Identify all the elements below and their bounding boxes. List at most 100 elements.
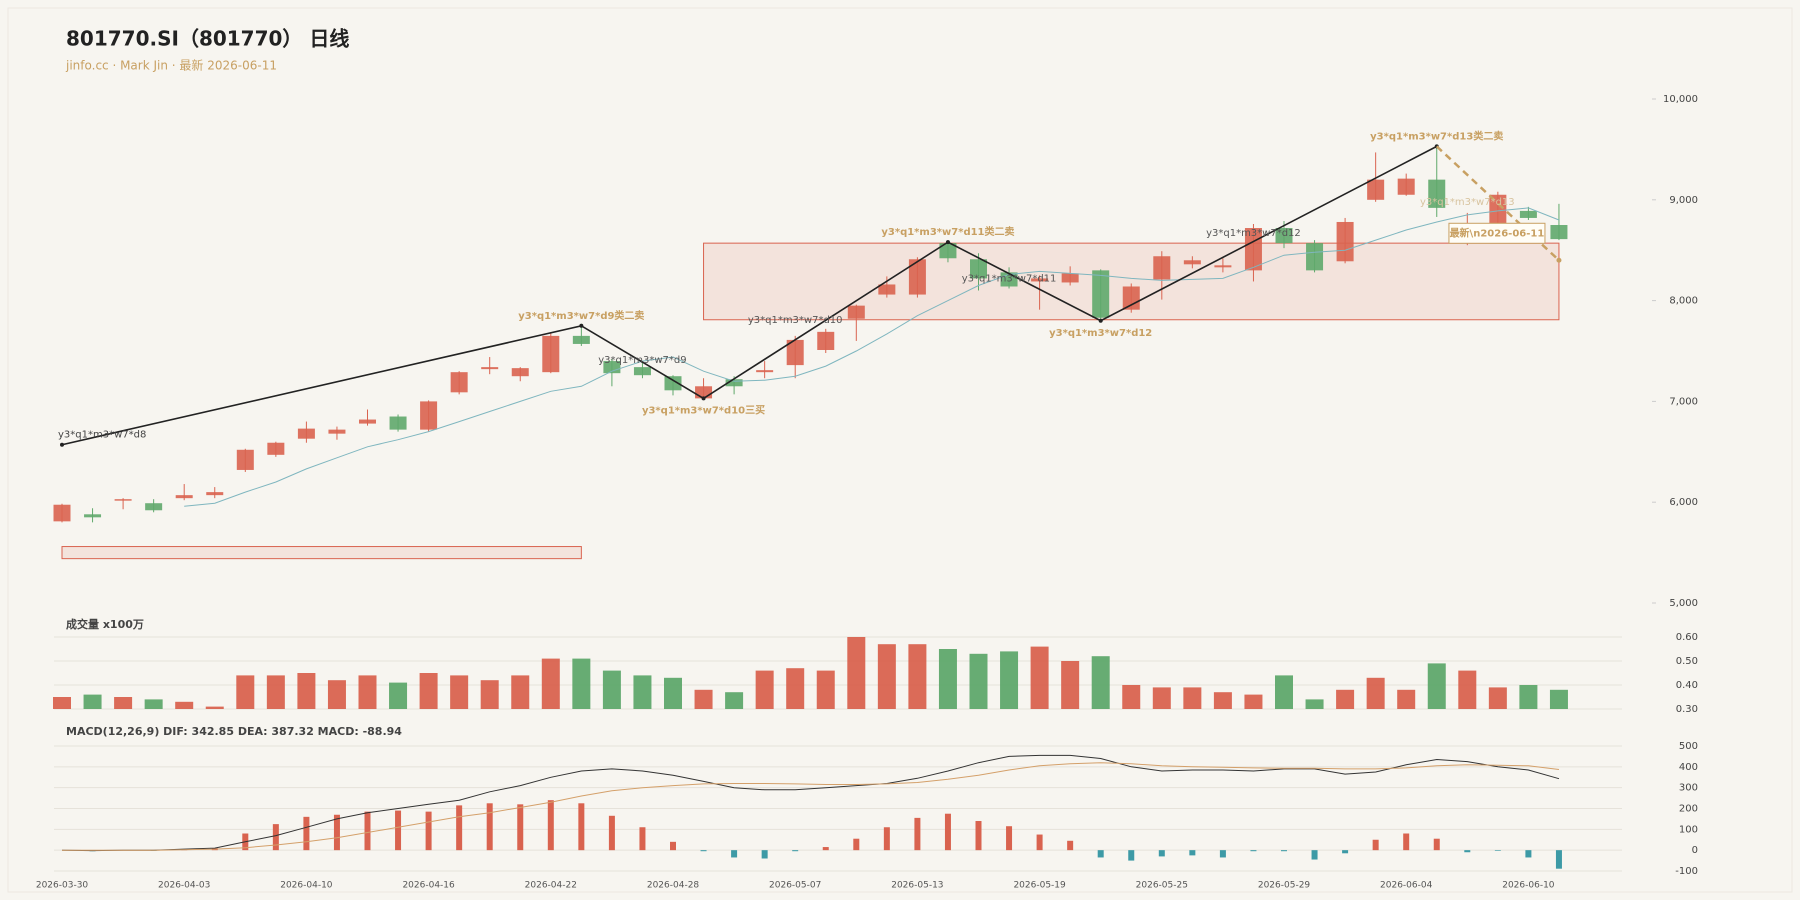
sub-label: y3*q1*m3*w7*d9: [598, 355, 686, 366]
macd-bar: [1281, 850, 1287, 852]
zone: [61, 546, 582, 560]
volume-bar: [1183, 687, 1202, 709]
volume-bar: [1061, 661, 1080, 709]
volume-bar: [1275, 675, 1293, 709]
candle-body: [572, 335, 590, 344]
y-tick-label: 0.40: [1676, 680, 1698, 691]
volume-bar: [450, 675, 469, 709]
candle-body: [1061, 273, 1079, 283]
candle-body: [267, 442, 285, 455]
volume-bar: [816, 670, 835, 709]
x-tick-label: 2026-04-10: [280, 881, 333, 891]
volume-bar: [1244, 694, 1263, 709]
volume-bar: [236, 675, 255, 709]
candle-body: [1031, 278, 1049, 282]
volume-bar: [511, 675, 530, 709]
candle-body: [756, 370, 774, 373]
macd-bar: [1494, 850, 1501, 851]
volume-bar: [53, 697, 71, 709]
x-tick-label: 2026-04-16: [402, 881, 455, 891]
macd-bar: [333, 814, 340, 851]
candle-body: [1519, 210, 1537, 218]
volume-bar: [908, 644, 927, 709]
candle-body: [1489, 194, 1507, 224]
candle-body: [1275, 228, 1293, 244]
candle-body: [1550, 225, 1568, 240]
volume-bar: [327, 680, 346, 709]
candle-body: [817, 331, 835, 350]
macd-bar: [1433, 838, 1440, 851]
x-tick-label: 2026-05-13: [891, 881, 943, 891]
candle-body: [1183, 260, 1201, 265]
chart-subtitle: jinfo.cc · Mark Jin · 最新 2026-06-11: [65, 58, 277, 73]
zigzag-label: y3*q1*m3*w7*d10三买: [642, 404, 765, 416]
candle-body: [297, 428, 315, 439]
card: [7, 7, 1793, 893]
y-tick-label: 6,000: [1669, 497, 1698, 508]
candle-body: [786, 339, 804, 366]
candle-body: [1367, 179, 1385, 200]
candle-body: [1153, 256, 1171, 280]
zigzag-label: y3*q1*m3*w7*d8: [58, 430, 146, 441]
x-tick-label: 2026-04-22: [525, 881, 577, 891]
volume-bar: [1366, 677, 1385, 709]
volume-bar: [602, 670, 621, 709]
candle-body: [450, 372, 468, 393]
x-tick-label: 2026-05-19: [1013, 881, 1066, 891]
y-tick-label: 8,000: [1669, 296, 1698, 307]
volume-bar: [205, 706, 224, 709]
volume-bar: [419, 673, 438, 709]
volume-bar: [664, 677, 682, 709]
volume-bar: [1336, 689, 1355, 709]
volume-bar: [1458, 670, 1477, 709]
macd-bar: [975, 821, 982, 851]
x-tick-label: 2026-06-10: [1502, 881, 1555, 891]
zigzag-label: y3*q1*m3*w7*d11类二卖: [881, 225, 1014, 238]
macd-bar: [883, 827, 890, 851]
macd-bar: [1036, 834, 1043, 851]
volume-bar: [1549, 689, 1568, 709]
macd-bar: [1128, 850, 1135, 861]
macd-bar: [303, 816, 310, 851]
macd-bar: [944, 813, 951, 851]
volume-bar: [725, 692, 744, 709]
macd-bar: [608, 815, 615, 851]
volume-bar: [786, 668, 805, 709]
volume-bar: [266, 675, 285, 709]
candle-body: [420, 401, 438, 430]
macd-bar: [822, 847, 829, 851]
y-tick-label: 400: [1679, 762, 1698, 773]
volume-bar: [1213, 692, 1232, 709]
latest-label: 最新\n2026-06-11: [1450, 226, 1545, 239]
volume-bar: [175, 701, 194, 709]
macd-bar: [272, 824, 279, 851]
y-tick-label: 100: [1679, 824, 1698, 835]
candle-body: [328, 429, 346, 434]
macd-bar: [700, 850, 707, 852]
dea-line: [62, 762, 1560, 851]
volume-bar: [572, 658, 591, 709]
candle-body: [481, 367, 499, 370]
volume-bar: [1305, 699, 1324, 709]
y-tick-label: 200: [1679, 804, 1698, 815]
candle-body: [53, 504, 71, 522]
volume-bar: [938, 649, 957, 709]
volume-bar: [969, 653, 988, 709]
macd-bar: [1158, 850, 1165, 857]
candle-body: [878, 284, 896, 295]
macd-bar: [1555, 850, 1562, 869]
volume-bar: [83, 694, 102, 709]
volume-bar: [847, 637, 866, 709]
candle-body: [1428, 179, 1446, 208]
candle-body: [114, 499, 132, 501]
macd-bar: [914, 817, 921, 851]
macd-bar: [578, 803, 585, 851]
x-tick-label: 2026-03-30: [36, 881, 89, 891]
macd-bar: [1097, 850, 1104, 858]
y-tick-label: 0: [1692, 845, 1698, 856]
macd-bar: [486, 803, 493, 851]
macd-bar: [547, 800, 554, 851]
chart-title: 801770.SI（801770） 日线: [66, 27, 349, 51]
volume-bar: [1152, 687, 1171, 709]
macd-bar: [1342, 850, 1349, 854]
